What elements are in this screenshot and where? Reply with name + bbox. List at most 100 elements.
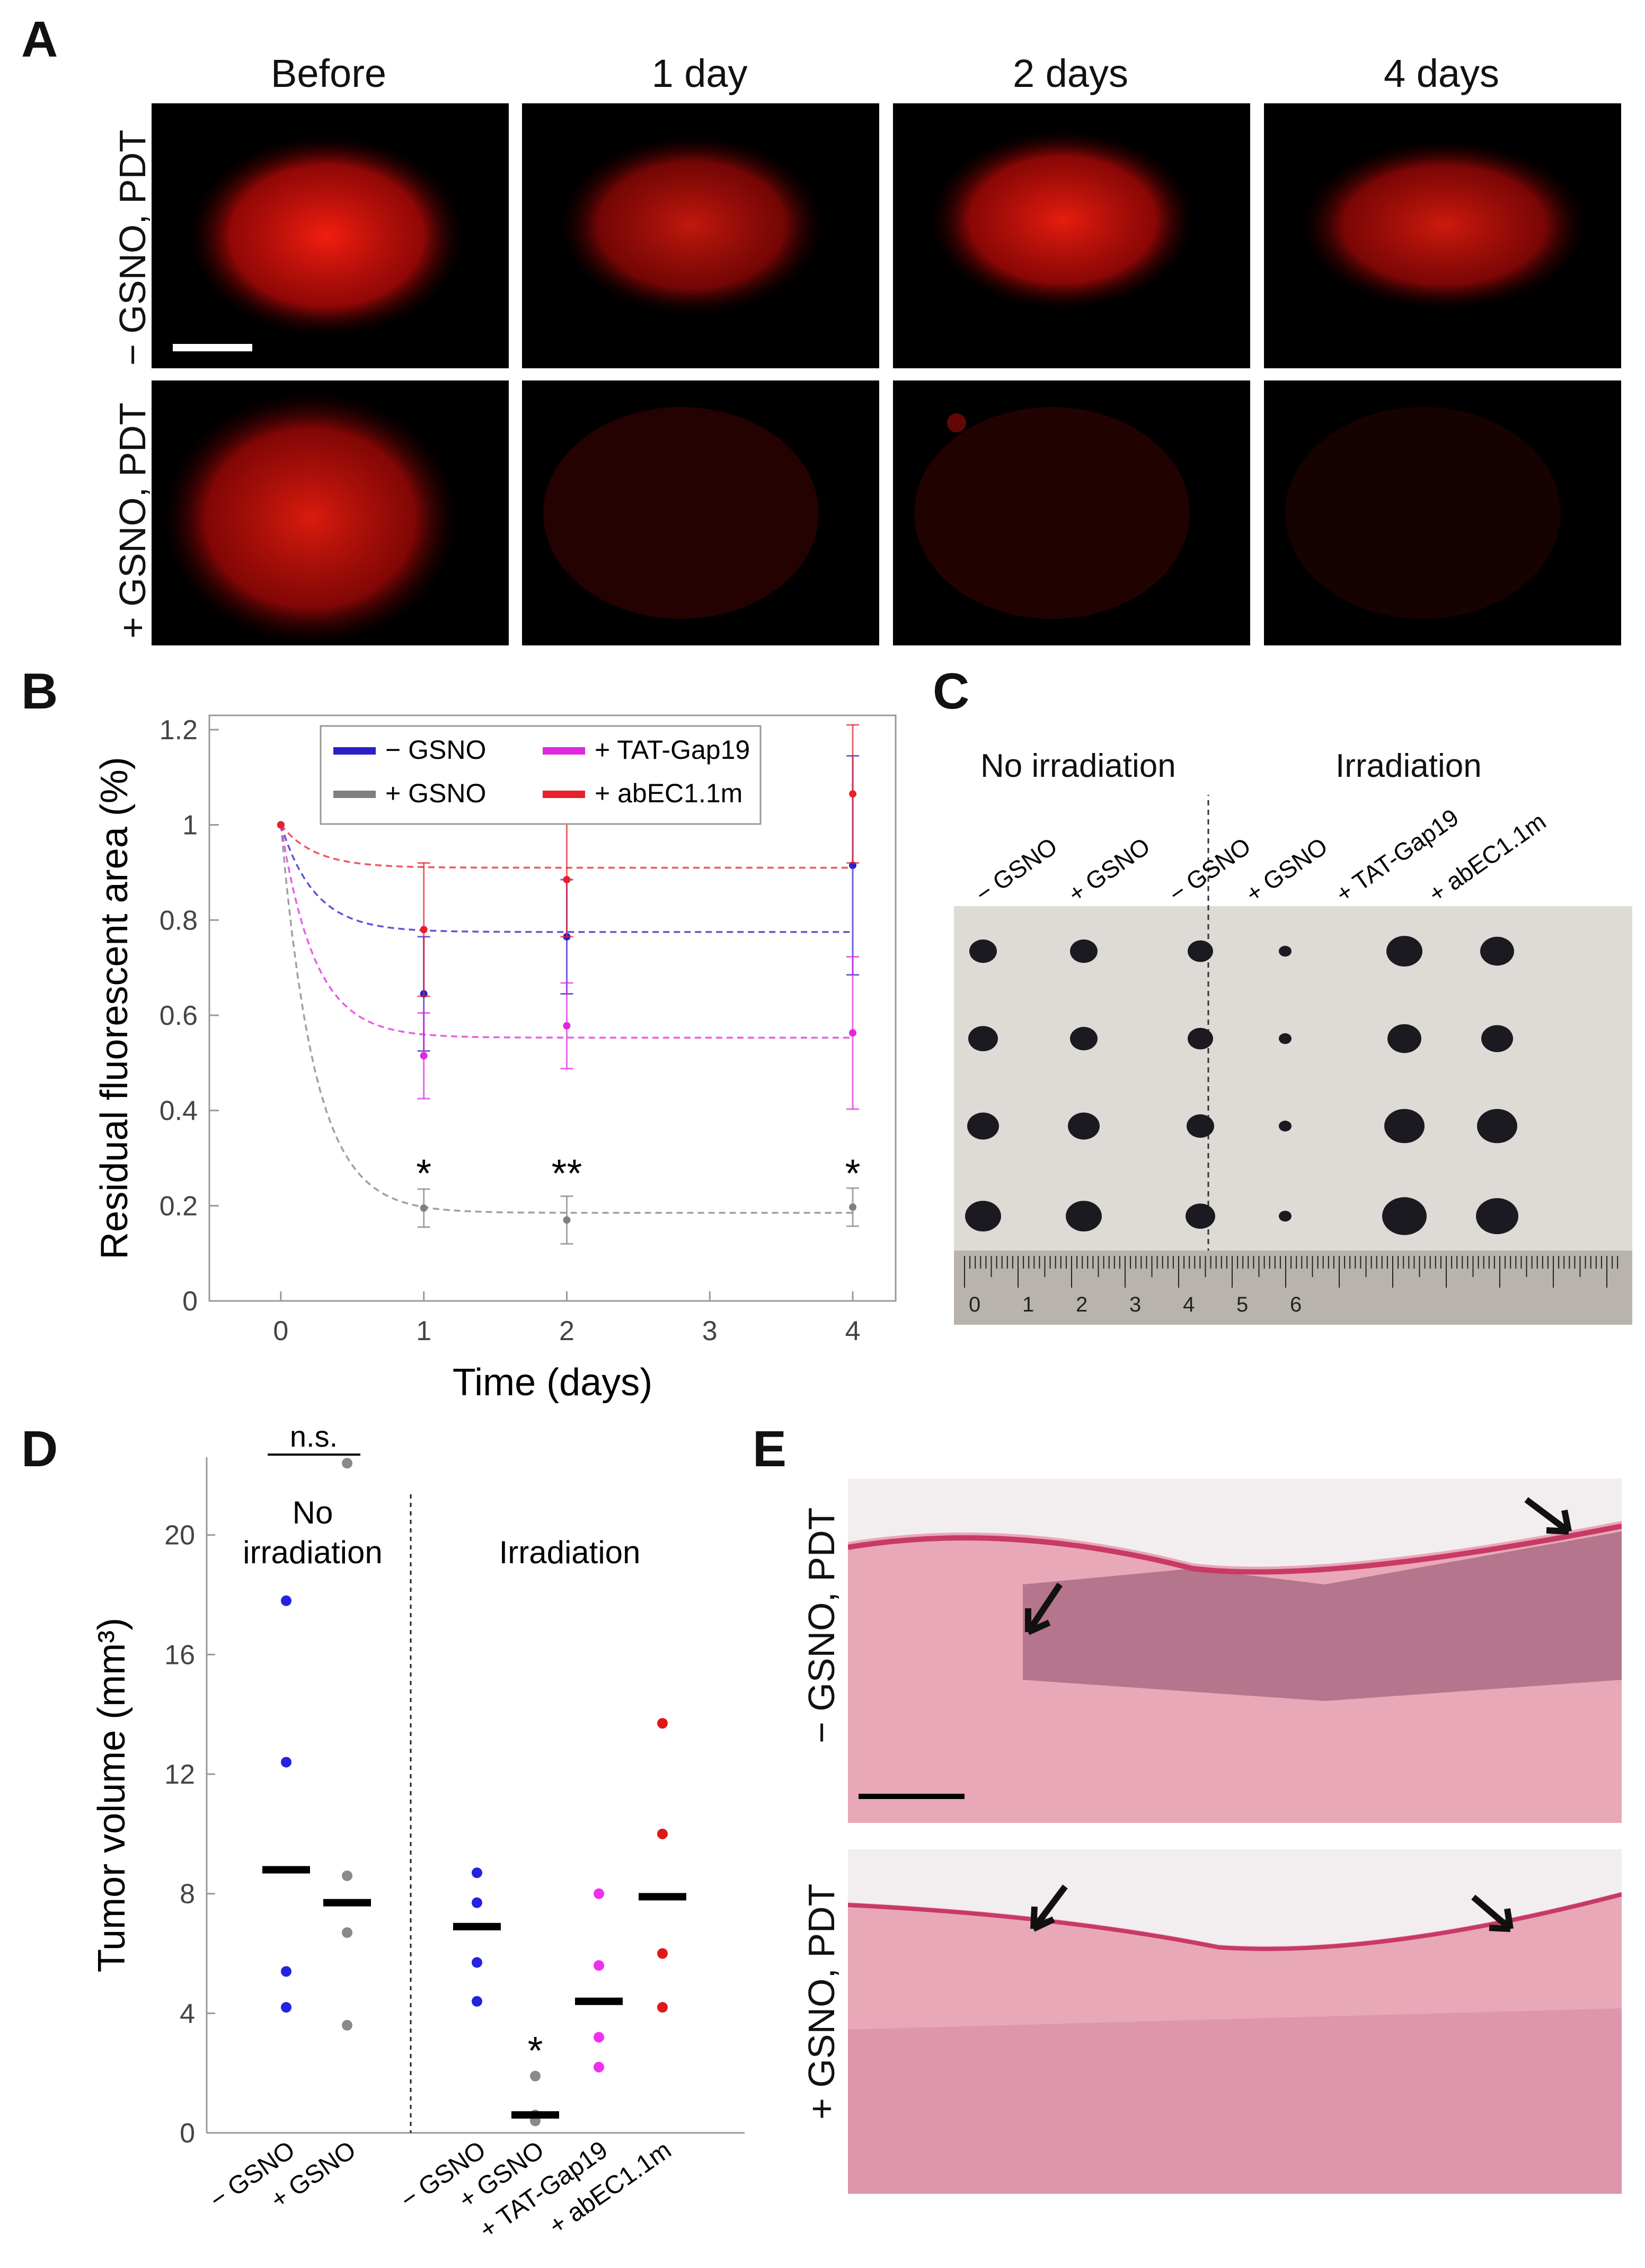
ruler-number: 1	[1022, 1293, 1034, 1316]
x-tick-label: 3	[702, 1316, 718, 1346]
tumor-sample	[965, 1201, 1001, 1232]
legend-label: + abEC1.1m	[595, 778, 742, 808]
fit-curve	[280, 825, 853, 1214]
stain-line	[848, 1892, 1622, 1951]
data-point	[472, 1996, 482, 2007]
data-point	[342, 1927, 352, 1938]
arrow-icon	[1471, 1894, 1514, 1932]
column-label: + GSNO	[1241, 832, 1332, 908]
x-tick-label: 0	[273, 1316, 288, 1346]
group-title-line: Irradiation	[499, 1535, 641, 1570]
panel-label-c: C	[933, 663, 970, 720]
y-tick-label: 16	[164, 1640, 195, 1670]
col-title-2-days: 2 days	[1012, 51, 1129, 95]
row-label-plus-gsno-pdt: + GSNO, PDT	[112, 402, 153, 639]
panel-label-b: B	[21, 663, 58, 720]
tumor-sample	[1279, 1033, 1292, 1044]
data-point	[281, 1595, 291, 1606]
column-label: + GSNO	[1063, 832, 1155, 908]
tumor-sample	[1186, 1203, 1215, 1229]
tumor-sample	[1188, 940, 1213, 962]
fluorescence-image-1-day-minus-gsno	[522, 103, 879, 368]
tumor-sample	[968, 1026, 998, 1051]
data-point	[472, 1957, 482, 1968]
fluorescence-image-2-days-minus-gsno	[893, 103, 1250, 368]
tumor-sample	[969, 939, 997, 963]
y-tick-label: 0.4	[160, 1096, 198, 1127]
panel-label-a: A	[21, 11, 58, 68]
data-point	[420, 1204, 428, 1212]
ruler-number: 0	[969, 1293, 980, 1316]
legend-box	[320, 725, 762, 825]
tumor-sample	[1382, 1197, 1427, 1235]
x-axis-label: Time (days)	[453, 1361, 652, 1404]
data-point	[849, 790, 857, 798]
arrow-icon	[1030, 1884, 1068, 1932]
fluorescence-image-1-day-plus-gsno	[522, 380, 879, 645]
ruler-number: 5	[1236, 1293, 1248, 1316]
tumor-sample	[1066, 1201, 1102, 1232]
ruler	[954, 1251, 1632, 1325]
data-point	[342, 1458, 352, 1469]
y-tick-label: 0.8	[160, 905, 198, 936]
tumor-sample	[1068, 1112, 1100, 1140]
tumor-sample	[1279, 1210, 1292, 1222]
significance-marker: *	[416, 1151, 431, 1195]
y-tick-label: 0.2	[160, 1191, 198, 1221]
data-point	[472, 1897, 482, 1908]
fluorescence-image-4-days-minus-gsno	[1264, 103, 1621, 368]
ruler-number: 3	[1129, 1293, 1141, 1316]
data-point	[657, 1948, 668, 1959]
legend-label: + TAT-Gap19	[595, 735, 750, 765]
data-point	[281, 2002, 291, 2013]
tumor-sample	[1384, 1109, 1425, 1144]
legend-label: − GSNO	[385, 735, 486, 765]
y-tick-label: 0	[180, 2118, 195, 2149]
data-point	[594, 2061, 604, 2072]
y-tick-label: 0.6	[160, 1000, 198, 1031]
stain-line	[848, 1523, 1622, 1575]
data-point	[472, 1867, 482, 1879]
tumor-sample	[1070, 939, 1098, 963]
arrow-icon	[1524, 1497, 1572, 1535]
fluorescence-image-2-days-plus-gsno	[893, 380, 1250, 645]
group-title-line: No	[293, 1495, 333, 1530]
residual-fluorescence-chart: 0 0.2 0.4 0.6 0.8 1 1.2 0 1 2 3 4 Time (days) Residua…	[93, 714, 897, 1404]
column-label: − GSNO	[1164, 832, 1255, 908]
x-tick-label: 1	[416, 1316, 431, 1346]
tumor-sample	[1386, 936, 1422, 967]
data-point	[563, 1022, 571, 1030]
column-label: − GSNO	[970, 832, 1062, 908]
row-label-minus-gsno-pdt: − GSNO, PDT	[112, 129, 153, 366]
plot-frame	[208, 714, 897, 1302]
row-label-e-minus-gsno-pdt: − GSNO, PDT	[801, 1507, 842, 1743]
data-point	[594, 1960, 604, 1971]
data-point	[849, 1029, 857, 1037]
tumor-sample	[1480, 936, 1514, 966]
arrow-icon	[1025, 1582, 1063, 1635]
tumor-sample	[1279, 1120, 1292, 1132]
x-tick-label: 2	[559, 1316, 574, 1346]
panel-label-e: E	[753, 1421, 787, 1477]
tumor-sample	[1477, 1109, 1517, 1144]
y-axis-label: Residual fluorescent area (%)	[93, 757, 136, 1259]
data-point	[657, 2002, 668, 2013]
scale-bar	[173, 344, 252, 351]
histology-images	[848, 1478, 1622, 2194]
data-point	[420, 1052, 428, 1060]
col-title-4-days: 4 days	[1383, 51, 1500, 95]
data-point	[530, 2070, 541, 2081]
group-title-irradiation: Irradiation	[1336, 748, 1482, 784]
x-tick-label: 4	[845, 1316, 861, 1346]
data-point	[342, 2019, 352, 2031]
data-point	[594, 1888, 604, 1899]
scale-bar	[859, 1794, 965, 1799]
tumor-region	[1023, 1531, 1622, 1701]
tumor-sample	[1070, 1026, 1098, 1051]
group-title-no-irradiation: No irradiation	[980, 748, 1176, 784]
data-point	[420, 926, 428, 934]
y-tick-label: 20	[164, 1520, 195, 1551]
data-point	[563, 1216, 571, 1224]
y-tick-label: 1	[182, 810, 198, 841]
